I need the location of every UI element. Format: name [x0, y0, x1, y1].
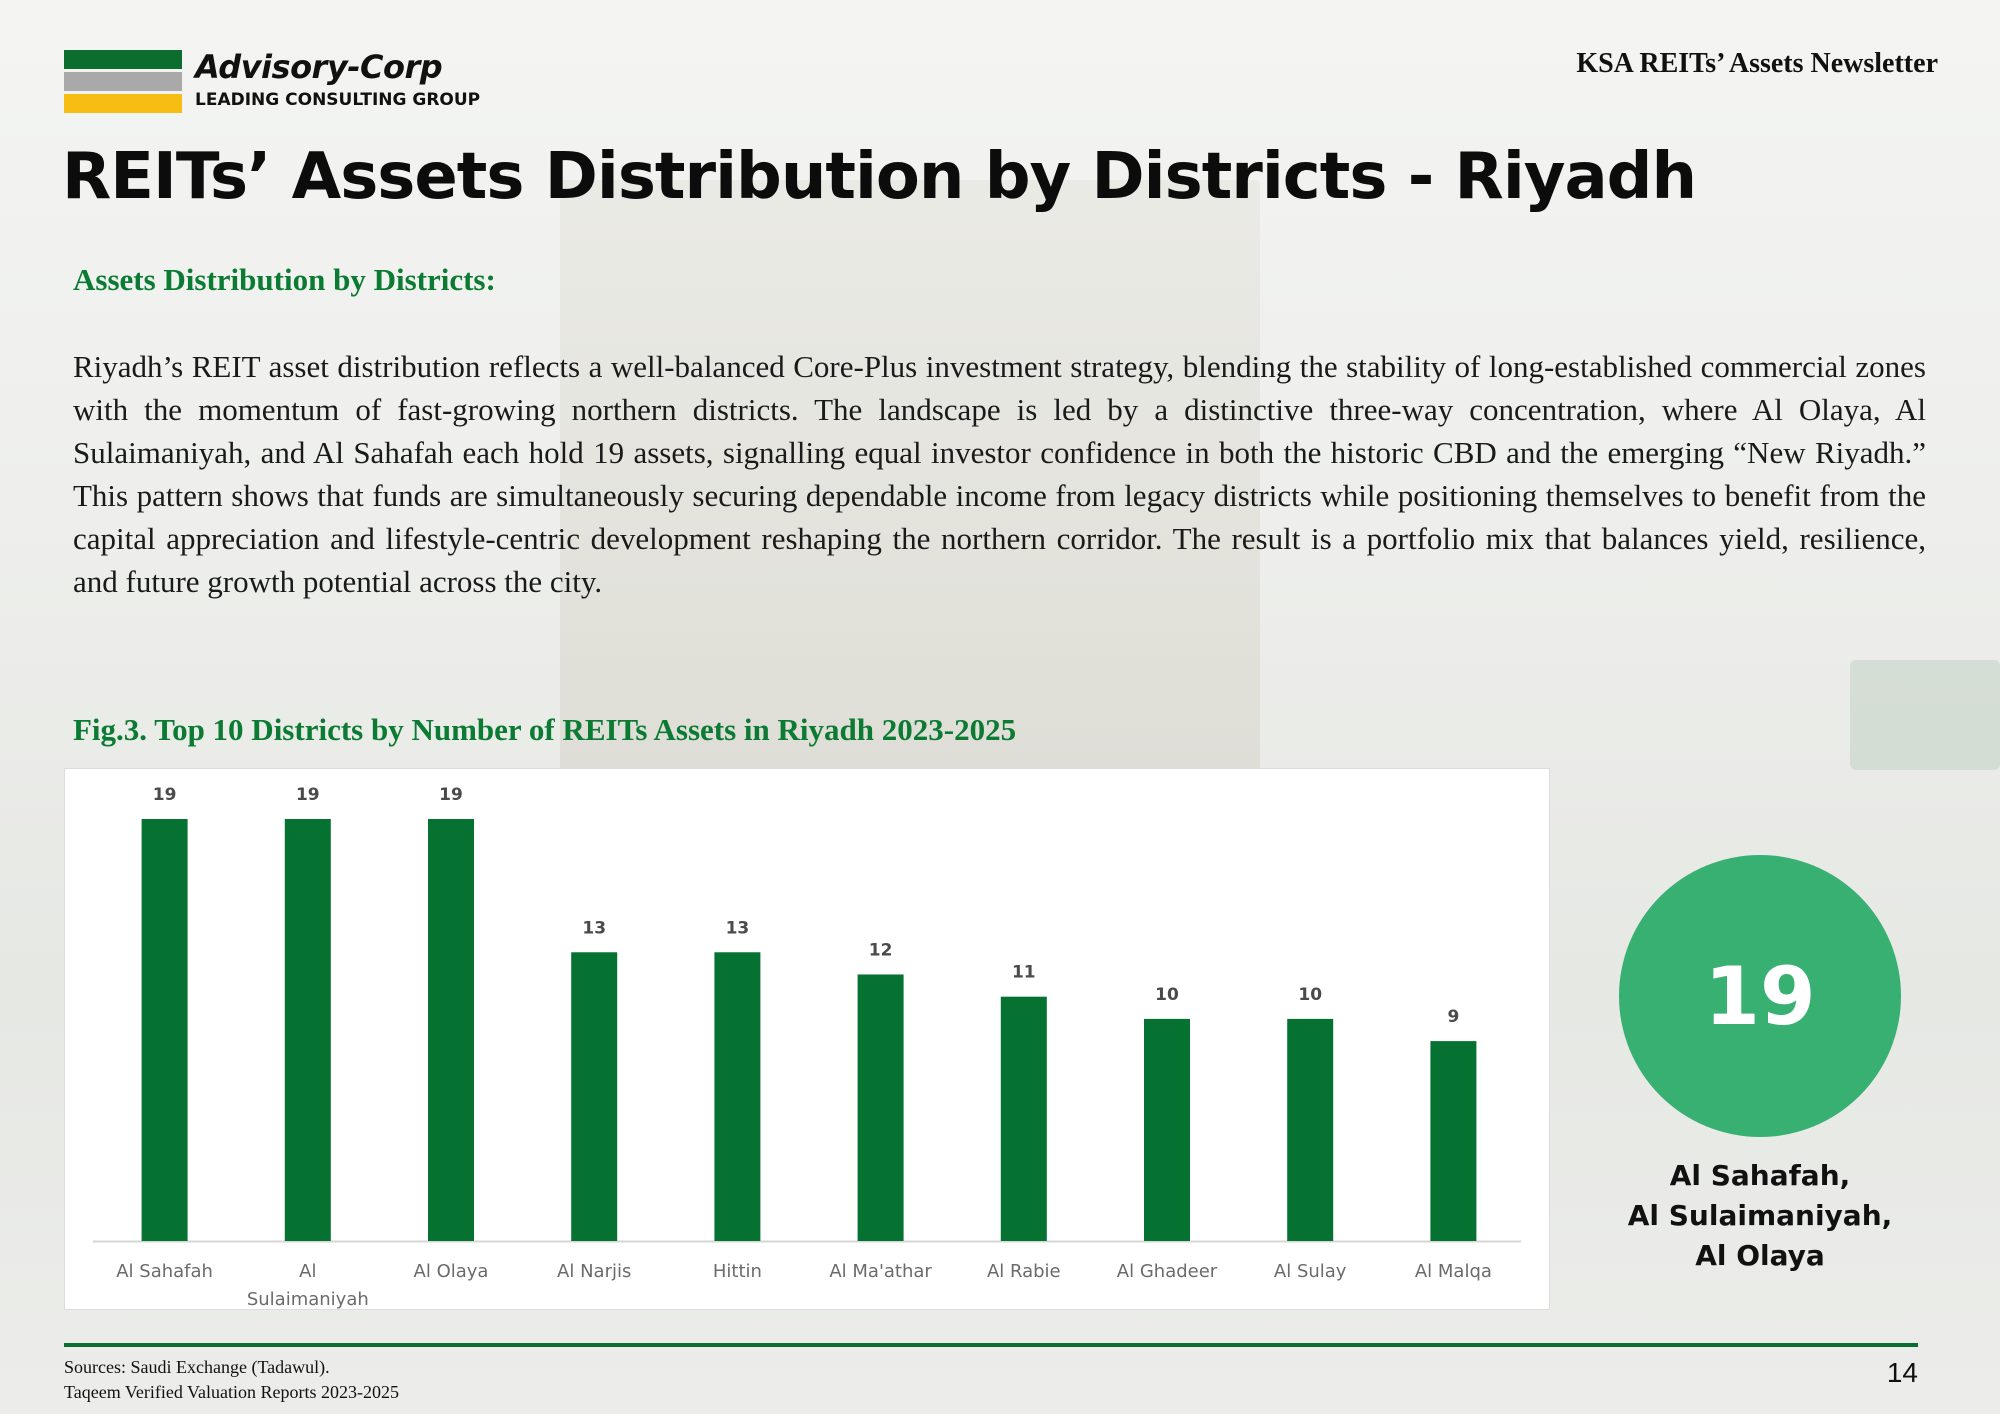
figure-caption: Fig.3. Top 10 Districts by Number of REI…	[73, 712, 1017, 747]
x-tick-label-2-line-1: Al	[299, 1261, 316, 1282]
data-label-8: 10	[1155, 985, 1179, 1005]
sources-line-2: Taqeem Verified Valuation Reports 2023-2…	[64, 1382, 400, 1402]
data-label-4: 13	[582, 918, 606, 938]
sources-note: Sources: Saudi Exchange (Tadawul). Taqee…	[64, 1355, 399, 1405]
x-tick-label-5: Hittin	[713, 1261, 762, 1282]
bar-2	[284, 819, 331, 1241]
page-number: 14	[1886, 1357, 1918, 1388]
bar-3	[428, 819, 474, 1241]
bar-6	[857, 974, 904, 1241]
x-tick-label-6: Al Ma'athar	[829, 1261, 932, 1282]
x-tick-label-10: Al Malqa	[1415, 1261, 1492, 1282]
highlight-circle: 19	[1619, 855, 1901, 1137]
x-tick-label-8: Al Ghadeer	[1117, 1261, 1218, 1282]
bar-7	[1000, 996, 1047, 1241]
data-label-2: 19	[296, 785, 320, 805]
bar-9	[1287, 1018, 1334, 1241]
data-label-5: 13	[726, 918, 750, 938]
data-label-1: 19	[153, 785, 177, 805]
company-logo	[64, 50, 182, 116]
footer-divider	[64, 1343, 1918, 1347]
highlight-district-3: Al Olaya	[1695, 1239, 1825, 1272]
x-tick-label-3: Al Olaya	[414, 1261, 489, 1282]
brand-name: Advisory-Corp	[195, 48, 443, 86]
body-paragraph: Riyadh’s REIT asset distribution reflect…	[73, 349, 1926, 599]
bar-chart-svg: 19 Al Sahafah 19 Al Sulaimaniyah 19 Al Olaya 13…	[93, 785, 1521, 1309]
data-label-3: 19	[439, 785, 463, 805]
logo-yellow-stripe	[64, 94, 182, 113]
background-road-sign-image	[1850, 660, 2000, 770]
data-label-9: 10	[1298, 985, 1322, 1005]
logo-green-stripe	[64, 50, 182, 69]
highlight-districts: Al Sahafah, Al Sulaimaniyah, Al Olaya	[1620, 1156, 1900, 1276]
bar-4	[571, 952, 618, 1241]
highlight-value: 19	[1704, 949, 1816, 1043]
bar-5	[714, 952, 761, 1241]
brand-tagline: LEADING CONSULTING GROUP	[195, 90, 481, 110]
x-tick-label-1: Al Sahafah	[116, 1261, 213, 1282]
section-heading: Assets Distribution by Districts:	[73, 262, 496, 297]
x-tick-label-4: Al Narjis	[557, 1261, 631, 1282]
highlight-district-1: Al Sahafah,	[1669, 1159, 1851, 1192]
bar-10	[1430, 1041, 1477, 1241]
x-tick-label-7: Al Rabie	[987, 1261, 1061, 1282]
data-label-6: 12	[869, 940, 893, 960]
brand-block: Advisory-Corp LEADING CONSULTING GROUP	[195, 48, 480, 110]
newsletter-title: KSA REITs’ Assets Newsletter	[1576, 48, 1938, 79]
bar-8	[1144, 1018, 1190, 1241]
bar-1	[141, 819, 188, 1241]
page-title: REITs’ Assets Distribution by Districts …	[62, 140, 1697, 214]
x-tick-label-2-line-2: Sulaimaniyah	[247, 1289, 369, 1309]
logo-silver-stripe	[64, 72, 182, 91]
data-label-7: 11	[1012, 963, 1036, 983]
x-tick-label-9: Al Sulay	[1274, 1261, 1347, 1282]
sources-line-1: Sources: Saudi Exchange (Tadawul).	[64, 1357, 330, 1377]
data-label-10: 9	[1447, 1007, 1459, 1027]
bar-chart: 19 Al Sahafah 19 Al Sulaimaniyah 19 Al Olaya 13…	[64, 768, 1550, 1310]
highlight-district-2: Al Sulaimaniyah,	[1627, 1199, 1893, 1232]
